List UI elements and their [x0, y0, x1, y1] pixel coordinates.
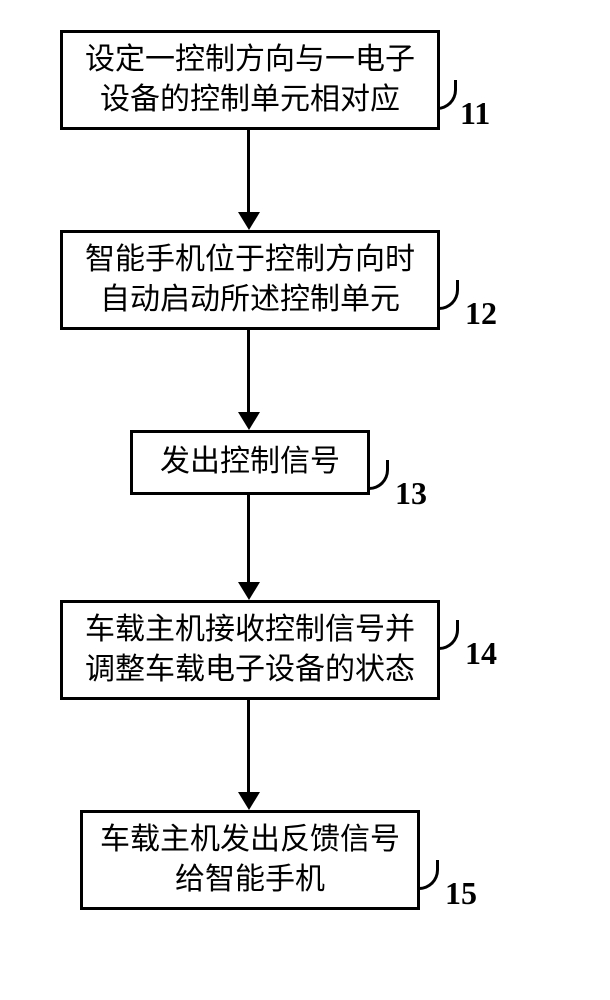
step2-text: 智能手机位于控制方向时自动启动所述控制单元 [78, 240, 422, 321]
step1-label: 11 [460, 95, 490, 132]
step4-connector [437, 620, 459, 650]
arrow-2-3 [247, 330, 250, 415]
step2-box: 智能手机位于控制方向时自动启动所述控制单元 [60, 230, 440, 330]
step5-box: 车载主机发出反馈信号给智能手机 [80, 810, 420, 910]
step3-label: 13 [395, 475, 427, 512]
step2-connector [437, 280, 459, 310]
arrow-3-4 [247, 495, 250, 585]
arrow-head-4-5 [238, 792, 260, 810]
step5-connector [417, 860, 439, 890]
step1-box: 设定一控制方向与一电子设备的控制单元相对应 [60, 30, 440, 130]
step3-connector [367, 460, 389, 490]
arrow-head-2-3 [238, 412, 260, 430]
step3-text: 发出控制信号 [160, 442, 340, 483]
step1-connector [437, 80, 457, 110]
flowchart-container: 设定一控制方向与一电子设备的控制单元相对应 11 智能手机位于控制方向时自动启动… [0, 0, 610, 1000]
arrow-head-3-4 [238, 582, 260, 600]
arrow-4-5 [247, 700, 250, 795]
step1-text: 设定一控制方向与一电子设备的控制单元相对应 [78, 40, 422, 121]
arrow-1-2 [247, 130, 250, 215]
step4-box: 车载主机接收控制信号并调整车载电子设备的状态 [60, 600, 440, 700]
arrow-head-1-2 [238, 212, 260, 230]
step2-label: 12 [465, 295, 497, 332]
step3-box: 发出控制信号 [130, 430, 370, 495]
step4-text: 车载主机接收控制信号并调整车载电子设备的状态 [78, 610, 422, 691]
step5-label: 15 [445, 875, 477, 912]
step5-text: 车载主机发出反馈信号给智能手机 [98, 820, 402, 901]
step4-label: 14 [465, 635, 497, 672]
